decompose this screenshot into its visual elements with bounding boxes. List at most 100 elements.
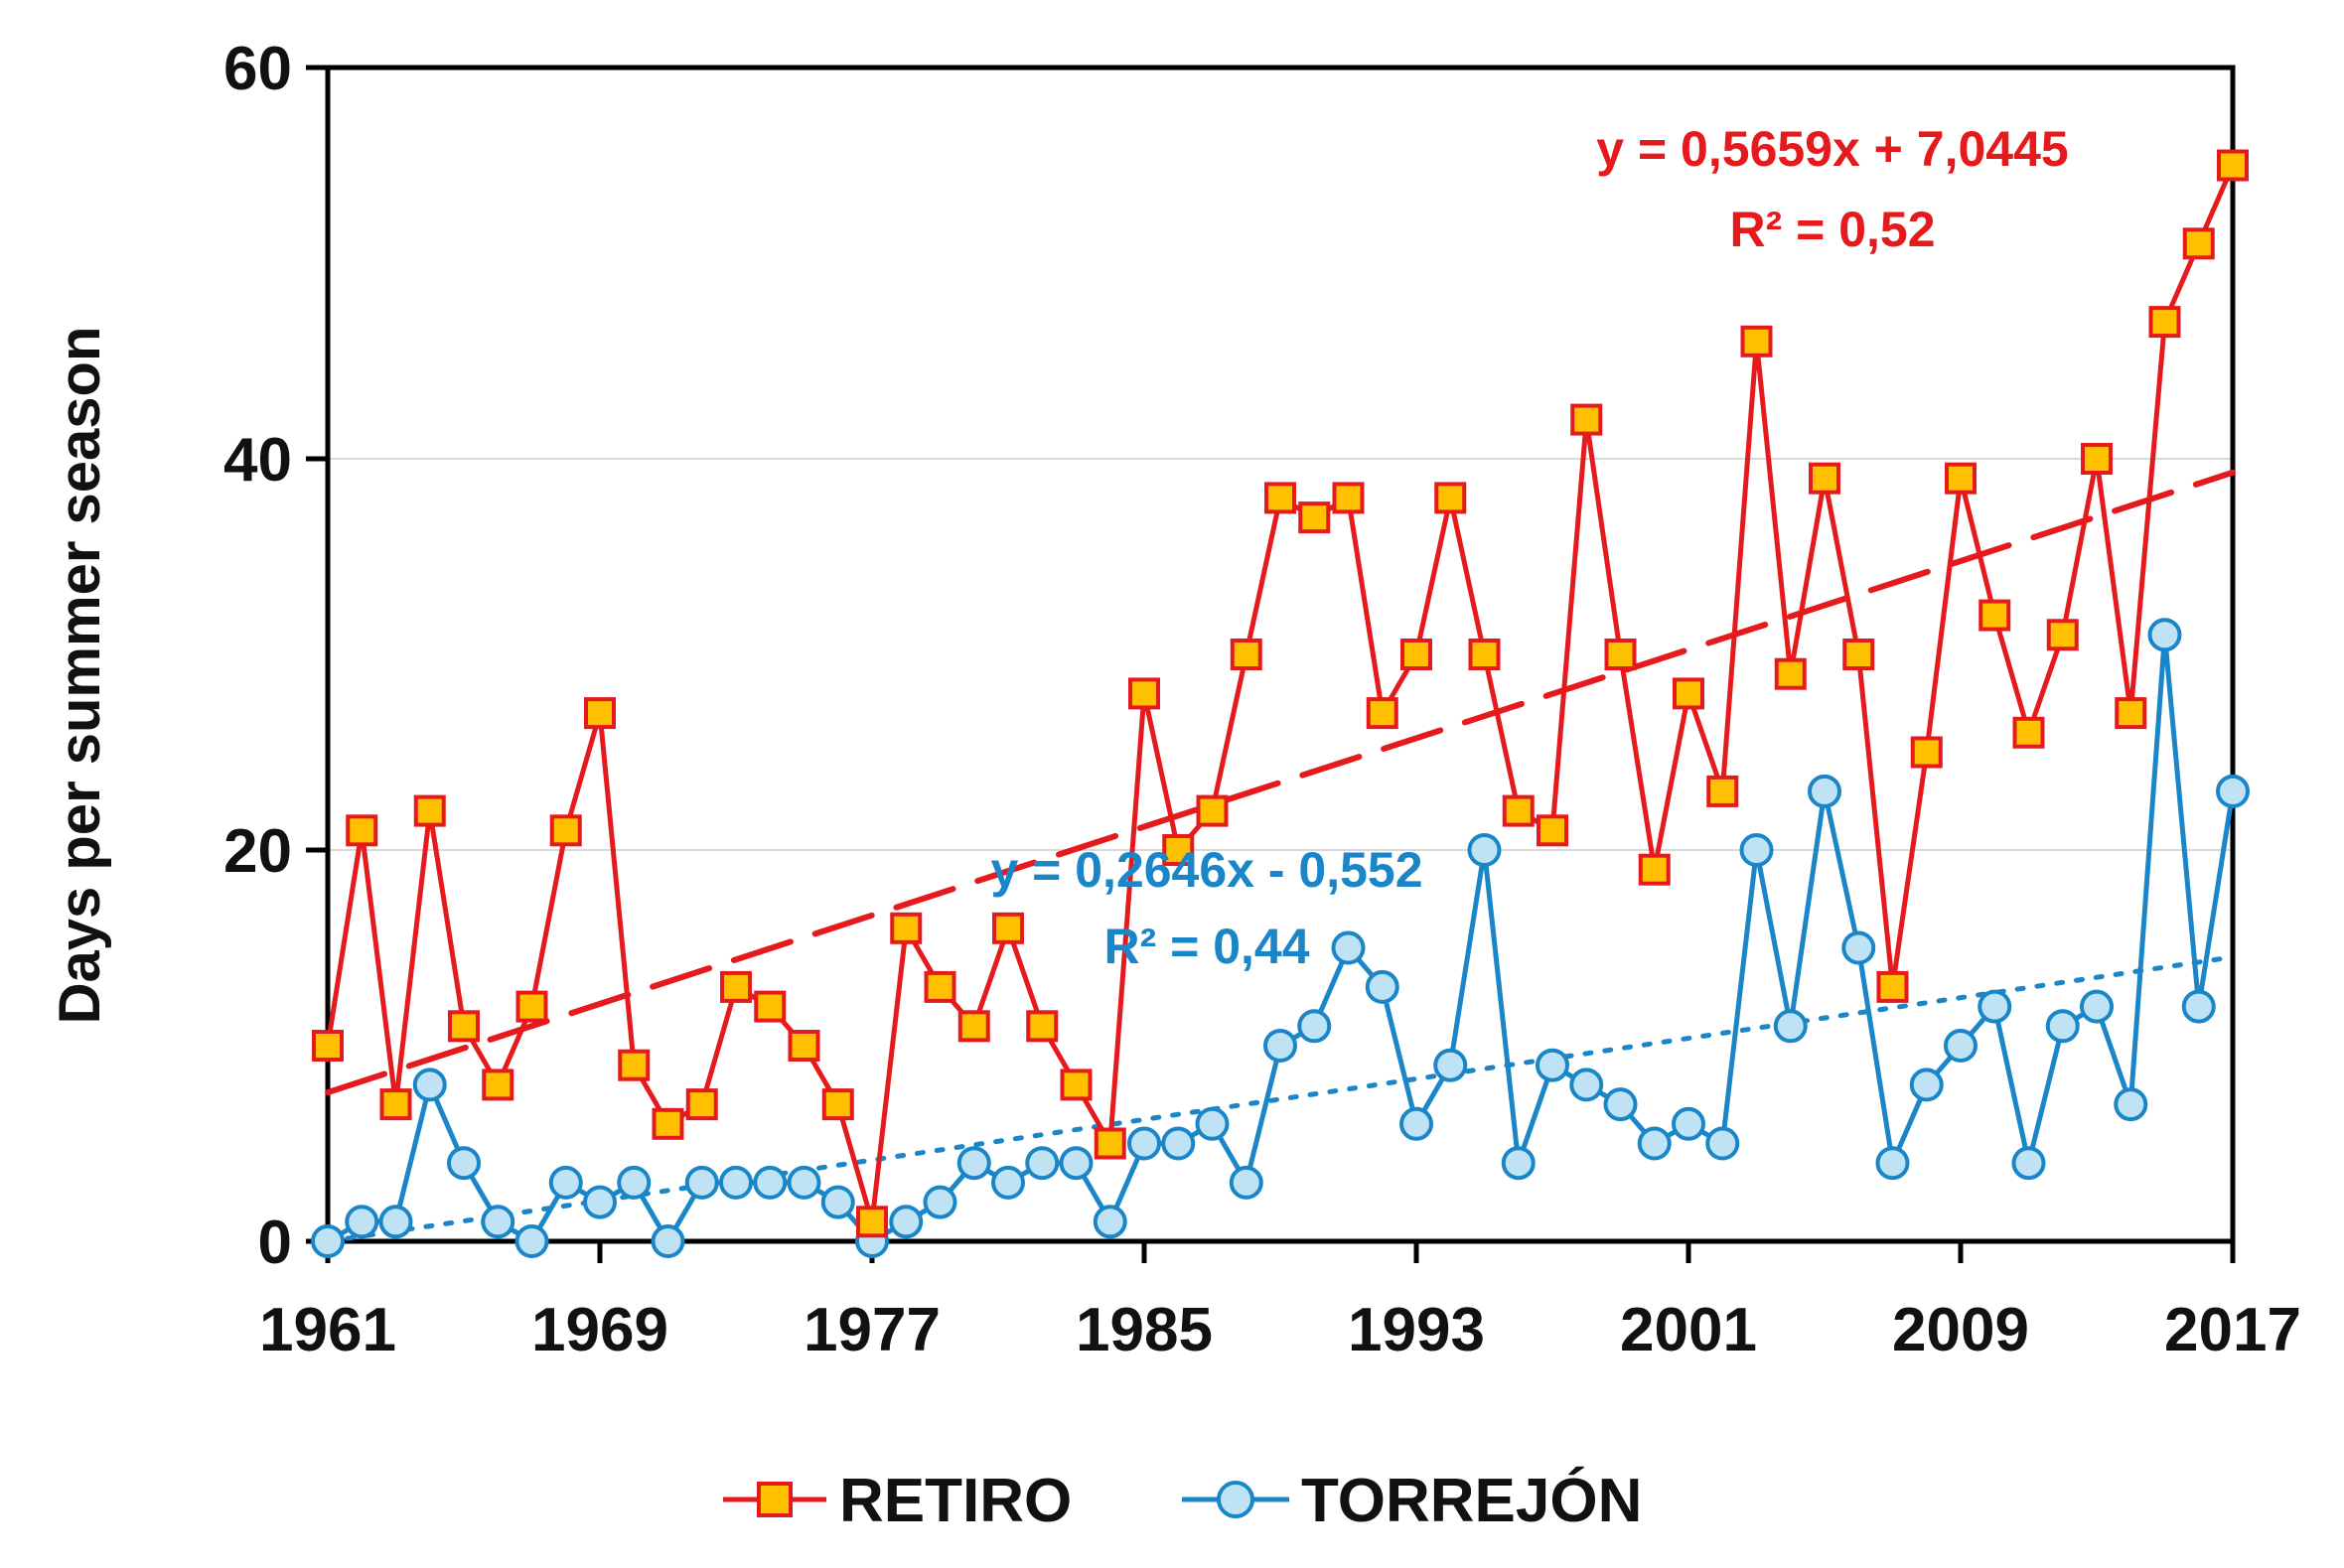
torrejon-point (1672, 1106, 1705, 1141)
retiro-point (2148, 306, 2181, 339)
retiro-point (890, 912, 923, 944)
torrejon-point (787, 1165, 821, 1200)
y-tick-label: 40 (223, 426, 292, 495)
x-tick-label: 2009 (1892, 1296, 2029, 1364)
torrejon-point (684, 1165, 719, 1200)
plot-area: 0 20 40 60 1961 1969 1977 1985 1993 2001 2009 2017 (223, 35, 2301, 1364)
torrejon-point (481, 1205, 515, 1239)
torrejon-point (1808, 774, 1841, 808)
torrejon-point (956, 1146, 991, 1181)
torrejon-point (1433, 1048, 1468, 1082)
retiro-point (1537, 814, 1568, 847)
torrejon-point (1399, 1106, 1433, 1141)
retiro-point (1945, 462, 1977, 495)
retiro-point (1298, 501, 1331, 534)
torrejon-point (548, 1165, 583, 1200)
retiro-point (821, 1088, 854, 1121)
torrejon-point (2114, 1087, 2148, 1122)
torrejon-point (1093, 1205, 1127, 1239)
torrejon-point (1773, 1009, 1808, 1044)
torrejon-point (1841, 930, 1876, 965)
retiro-point (652, 1107, 684, 1140)
retiro-point (1809, 462, 1840, 495)
retiro-point (1230, 639, 1262, 670)
retiro-point (1570, 403, 1603, 436)
torrejon-point (1739, 833, 1774, 867)
retiro-point (720, 970, 752, 1003)
retiro-point (482, 1069, 514, 1101)
retiro-point (1638, 853, 1671, 886)
retiro-point (1673, 677, 1704, 710)
torrejon-point (889, 1205, 924, 1239)
retiro-point (1910, 736, 1943, 769)
legend-torrejon-label: TORREJÓN (1301, 1467, 1642, 1535)
retiro-point (992, 912, 1024, 944)
torrejon-point (1331, 930, 1366, 965)
retiro-point (1842, 639, 1875, 670)
retiro-point (448, 1010, 480, 1043)
torrejon-point (1705, 1126, 1740, 1161)
retiro-point (924, 970, 956, 1003)
retiro-point (685, 1088, 718, 1121)
torrejon-point (1637, 1126, 1672, 1161)
retiro-point (2217, 149, 2249, 182)
x-tick-label: 1961 (259, 1296, 396, 1364)
retiro-point (618, 1049, 651, 1081)
retiro-point (1026, 1010, 1059, 1043)
torrejon-point (1365, 969, 1399, 1004)
retiro-point (1434, 482, 1467, 514)
torrejon-point (2147, 618, 2182, 652)
retiro-point (1468, 639, 1501, 670)
y-axis-label: Days per summer season (48, 327, 112, 1025)
retiro-point (856, 1206, 888, 1238)
torrejon-point (1501, 1146, 1536, 1181)
x-tick-label: 1985 (1076, 1296, 1213, 1364)
torrejon-point (311, 1224, 345, 1258)
torrejon-point (2181, 989, 2216, 1024)
retiro-point (2046, 619, 2079, 651)
retiro-r2: R² = 0,52 (1729, 202, 1935, 257)
y-tick-label: 20 (223, 817, 292, 886)
retiro-trendline (325, 469, 2236, 1096)
retiro-point (957, 1010, 990, 1043)
torrejon-point (1909, 1068, 1944, 1102)
retiro-point (1706, 775, 1739, 807)
torrejon-point (1161, 1126, 1196, 1161)
retiro-point (1162, 834, 1195, 866)
retiro-point (413, 794, 446, 827)
retiro-point (1196, 794, 1229, 827)
retiro-point (1264, 482, 1296, 514)
retiro-point (1128, 677, 1160, 710)
x-tick-label: 1969 (531, 1296, 668, 1364)
retiro-point (515, 990, 548, 1023)
x-tick-label: 2001 (1620, 1296, 1757, 1364)
plot-frame (325, 65, 2236, 1244)
torrejon-equation: y = 0,2646x - 0,552 (990, 842, 1422, 898)
retiro-point (584, 697, 616, 730)
torrejon-point (378, 1205, 413, 1239)
retiro-point (2012, 716, 2045, 749)
retiro-point (2182, 227, 2215, 260)
retiro-point (2115, 697, 2147, 730)
retiro-point (1502, 794, 1535, 827)
legend-retiro-label: RETIRO (839, 1467, 1072, 1535)
torrejon-point (1536, 1048, 1569, 1082)
torrejon-point (1263, 1029, 1297, 1063)
torrejon-point (1603, 1087, 1638, 1122)
torrejon-point (1875, 1146, 1910, 1181)
torrejon-point (447, 1146, 481, 1181)
torrejon-point (1569, 1068, 1604, 1102)
retiro-point (788, 1030, 820, 1062)
torrejon-point (719, 1165, 753, 1200)
retiro-point (346, 814, 378, 847)
legend: RETIRO TORREJÓN (723, 1467, 1642, 1535)
torrejon-point (1127, 1126, 1161, 1161)
torrejon-point (1297, 1009, 1332, 1044)
torrejon-point (1195, 1106, 1230, 1141)
x-tick-label: 1993 (1348, 1296, 1485, 1364)
torrejon-point (1467, 833, 1502, 867)
legend-retiro-marker (757, 1482, 793, 1517)
retiro-point (1366, 697, 1398, 730)
retiro-point (379, 1088, 412, 1121)
